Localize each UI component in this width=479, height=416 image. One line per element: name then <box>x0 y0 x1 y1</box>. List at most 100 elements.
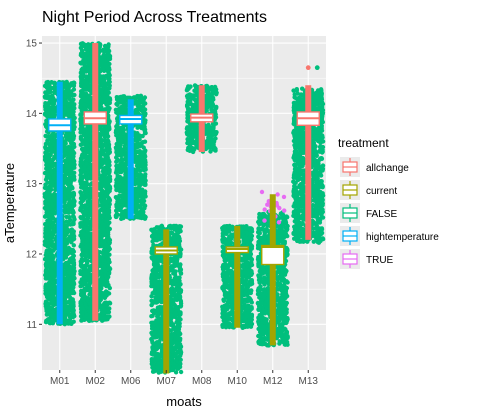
jitter-point <box>51 244 56 249</box>
jitter-point <box>78 52 84 58</box>
jitter-point <box>82 62 87 67</box>
jitter-point <box>80 174 86 179</box>
jitter-point <box>102 295 107 300</box>
jitter-point <box>43 286 48 291</box>
jitter-point <box>100 67 105 72</box>
jitter-point <box>71 141 77 147</box>
jitter-point <box>84 161 89 166</box>
jitter-point <box>141 164 147 170</box>
jitter-point <box>61 320 67 325</box>
jitter-point <box>62 151 68 156</box>
jitter-point <box>142 113 147 118</box>
jitter-point <box>119 147 124 152</box>
jitter-point <box>82 270 87 275</box>
jitter-point <box>80 67 85 72</box>
jitter-point <box>43 141 49 147</box>
jitter-point <box>45 189 50 194</box>
jitter-point <box>80 244 85 249</box>
jitter-point <box>47 94 53 99</box>
jitter-point <box>105 255 110 260</box>
jitter-point <box>123 196 128 201</box>
jitter-point <box>42 239 48 244</box>
jitter-point <box>48 279 53 284</box>
jitter-point <box>79 297 85 302</box>
jitter-point <box>51 156 56 162</box>
jitter-point <box>45 185 50 191</box>
jitter-point <box>49 249 54 255</box>
jitter-point <box>71 280 76 285</box>
jitter-point <box>79 90 84 95</box>
jitter-point <box>80 309 85 315</box>
jitter-point <box>69 133 75 138</box>
jitter-point <box>70 150 76 156</box>
jitter-point <box>48 313 53 318</box>
jitter-point <box>71 162 77 168</box>
jitter-point <box>71 121 77 126</box>
jitter-point <box>86 219 91 224</box>
jitter-point <box>84 180 89 185</box>
jitter-point <box>101 181 107 186</box>
jitter-point <box>105 64 110 70</box>
jitter-point <box>64 80 69 85</box>
jitter-point <box>107 149 113 155</box>
jitter-point <box>61 230 67 235</box>
jitter-point <box>107 73 112 78</box>
jitter-point <box>103 81 108 87</box>
jitter-point <box>43 124 49 129</box>
jitter-point <box>79 142 84 147</box>
jitter-point <box>143 130 148 136</box>
jitter-point <box>137 176 142 181</box>
jitter-point <box>62 305 67 310</box>
jitter-point <box>103 172 108 177</box>
jitter-point <box>82 167 88 172</box>
jitter-point <box>47 254 53 259</box>
jitter-point <box>121 131 127 136</box>
jitter-point <box>115 153 121 158</box>
jitter-point <box>98 88 103 93</box>
jitter-point <box>52 81 57 87</box>
jitter-point <box>64 279 70 284</box>
jitter-point <box>115 116 120 122</box>
jitter-point <box>104 88 109 94</box>
jitter-point <box>83 257 88 262</box>
jitter-point <box>50 114 55 119</box>
jitter-point <box>68 276 73 282</box>
jitter-point <box>66 249 71 254</box>
jitter-point <box>106 121 111 127</box>
jitter-point <box>83 97 88 103</box>
jitter-point <box>48 181 53 186</box>
jitter-point <box>81 128 87 133</box>
jitter-point <box>101 258 107 263</box>
jitter-point <box>88 85 94 90</box>
jitter-point <box>83 301 88 307</box>
jitter-point <box>71 158 76 163</box>
jitter-point <box>52 89 57 95</box>
jitter-point <box>45 193 50 198</box>
jitter-point <box>68 234 73 239</box>
jitter-point <box>105 94 110 99</box>
jitter-point <box>87 212 92 218</box>
jitter-point <box>50 104 56 110</box>
jitter-point <box>99 207 104 212</box>
jitter-point <box>114 177 119 183</box>
jitter-point <box>46 308 51 313</box>
jitter-point <box>78 75 84 80</box>
jitter-point <box>45 218 50 224</box>
jitter-point <box>47 142 52 147</box>
jitter-point <box>83 275 88 280</box>
jitter-point <box>69 111 74 116</box>
jitter-point <box>46 101 51 106</box>
jitter-point <box>78 45 84 51</box>
jitter-point <box>43 199 48 204</box>
jitter-point <box>65 274 70 280</box>
jitter-point <box>84 74 89 79</box>
jitter-point <box>142 95 148 100</box>
jitter-point <box>106 139 111 144</box>
jitter-point <box>88 170 93 175</box>
jitter-point <box>106 125 112 130</box>
jitter-point <box>50 164 55 169</box>
jitter-point <box>115 183 121 188</box>
jitter-point <box>68 89 73 95</box>
jitter-point <box>72 269 77 274</box>
jitter-point <box>99 96 105 102</box>
